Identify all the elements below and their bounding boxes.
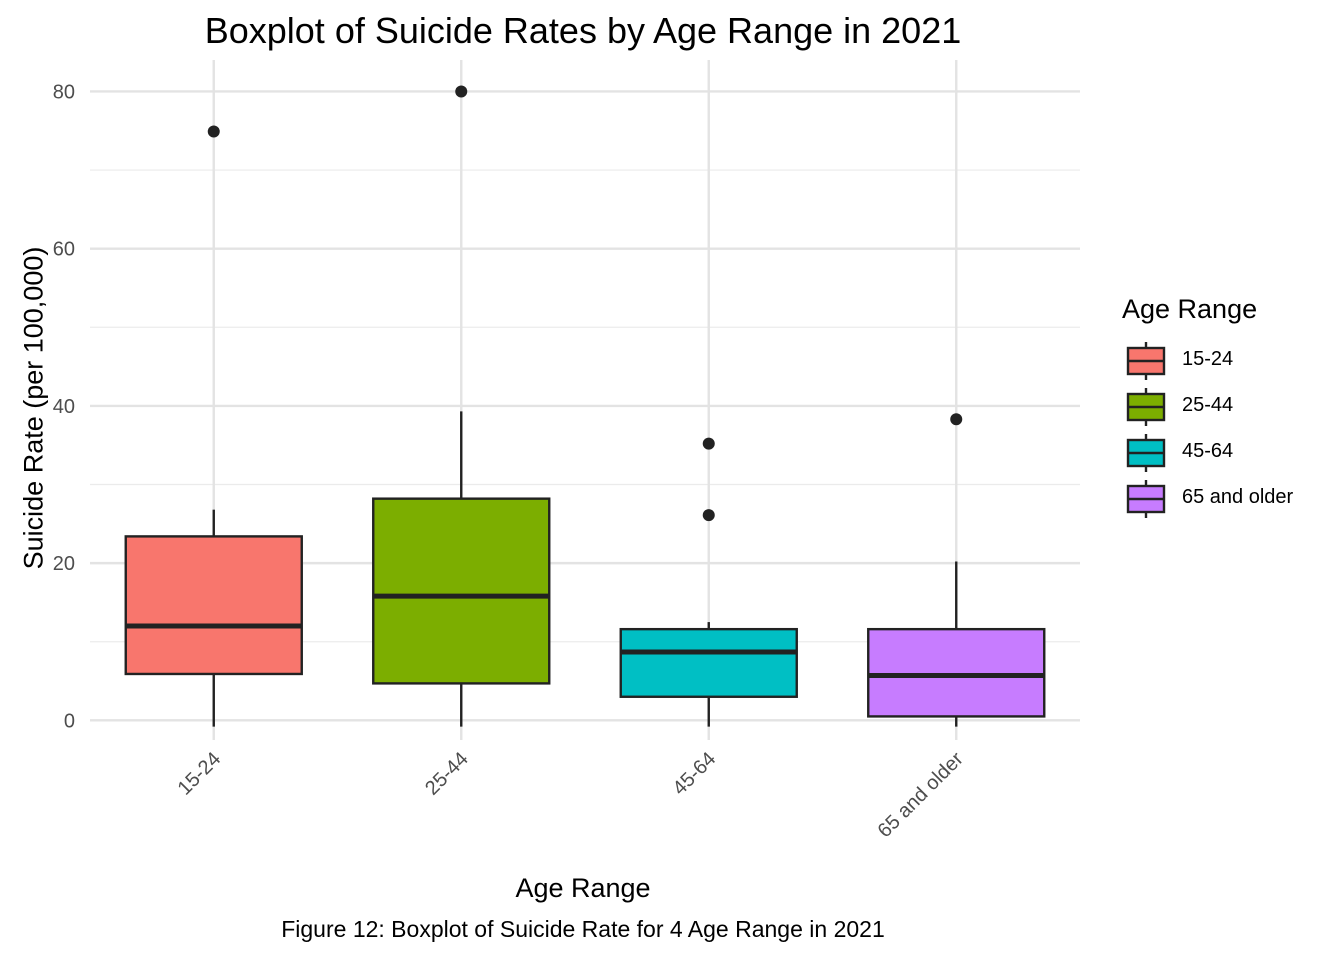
legend-key: [1126, 342, 1166, 380]
x-tick-label: 65 and older: [874, 748, 968, 842]
box-body: [619, 627, 798, 698]
legend-label: 65 and older: [1182, 486, 1294, 508]
legend-item: 65 and older: [1120, 476, 1340, 522]
x-axis-label: Age Range: [515, 873, 651, 903]
legend-key: [1126, 388, 1166, 426]
legend-keys: [1126, 342, 1166, 518]
x-tick-label: 25-44: [421, 748, 473, 800]
box-body: [372, 497, 551, 685]
legend-label: 45-64: [1182, 440, 1234, 462]
outlier-point: [950, 413, 963, 426]
outlier-point: [702, 509, 715, 522]
outlier-point: [455, 85, 468, 98]
box-15-24: [124, 125, 303, 727]
figure-caption: Figure 12: Boxplot of Suicide Rate for 4…: [281, 916, 885, 942]
outlier-point: [207, 125, 220, 138]
y-tick-label: 40: [53, 396, 75, 418]
legend-item: 25-44: [1120, 384, 1340, 430]
y-tick-label: 80: [53, 81, 75, 103]
y-tick-label: 0: [64, 710, 75, 732]
legend-label: 25-44: [1182, 394, 1234, 416]
x-tick-label: 15-24: [174, 748, 226, 800]
box-body: [124, 535, 303, 676]
box-65-and-older: [867, 413, 1046, 727]
box-25-44: [372, 85, 551, 727]
box-body: [867, 627, 1046, 718]
legend-item: 15-24: [1120, 338, 1340, 384]
box-45-64: [619, 437, 798, 727]
chart-title: Boxplot of Suicide Rates by Age Range in…: [204, 10, 962, 51]
boxplot-series: [124, 85, 1046, 727]
outlier-point: [702, 437, 715, 450]
y-axis-ticks: 0 20 40 60 80: [53, 81, 75, 732]
legend-item: 45-64: [1120, 430, 1340, 476]
x-axis-ticks: 15-24 25-44 45-64 65 and older: [174, 748, 968, 842]
legend-label: 15-24: [1182, 348, 1234, 370]
y-axis-label: Suicide Rate (per 100,000): [18, 246, 49, 570]
y-tick-label: 60: [53, 239, 75, 261]
legend-key: [1126, 480, 1166, 518]
y-tick-label: 20: [53, 553, 75, 575]
legend-title: Age Range: [1122, 294, 1258, 324]
x-tick-label: 45-64: [669, 748, 721, 800]
legend-key: [1126, 434, 1166, 472]
